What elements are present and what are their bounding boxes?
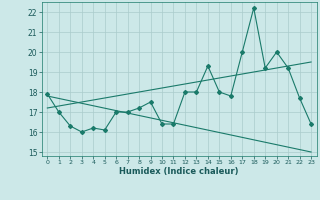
X-axis label: Humidex (Indice chaleur): Humidex (Indice chaleur) [119,167,239,176]
